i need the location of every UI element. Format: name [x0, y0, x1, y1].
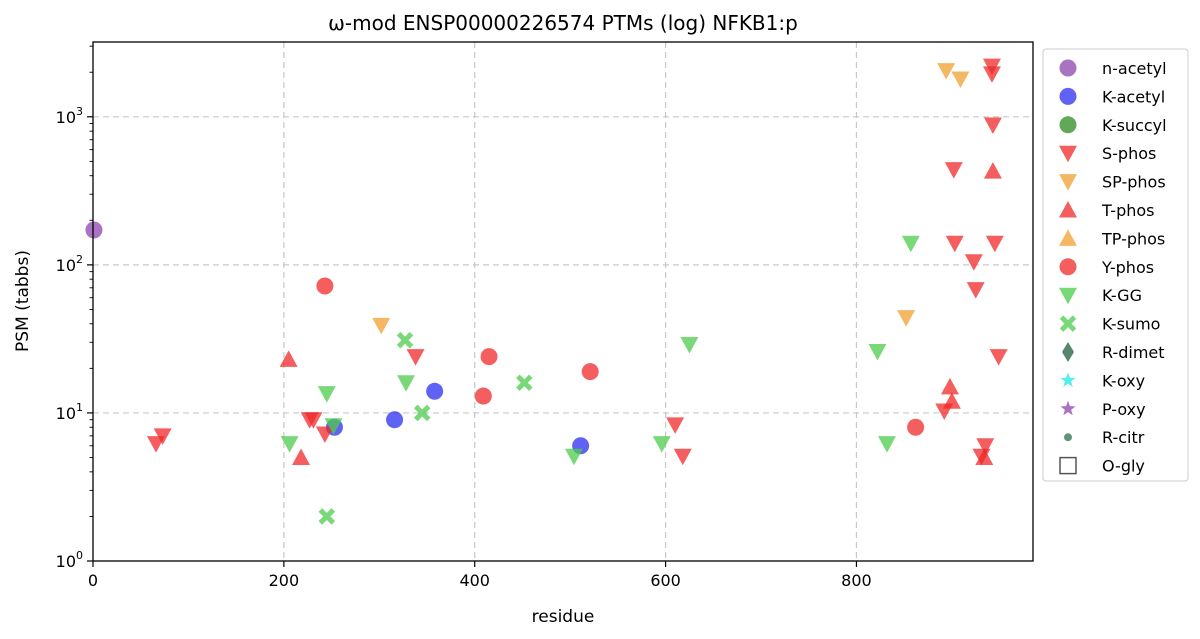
point-Y-phos: [480, 348, 498, 366]
legend-label-P-oxy: P-oxy: [1102, 400, 1146, 419]
y-tick-label: 101: [56, 401, 83, 423]
x-axis: 0 200 400 600 800: [88, 561, 872, 590]
legend-marker-TP-phos: [1059, 229, 1077, 246]
point-SP-phos: [372, 317, 391, 335]
point-n-acetyl: [85, 221, 103, 239]
point-S-phos: [966, 282, 985, 299]
legend-marker-O-gly: [1059, 456, 1077, 475]
point-Y-phos: [907, 418, 925, 436]
point-T-phos: [983, 162, 1002, 179]
point-S-phos: [985, 235, 1004, 253]
point-S-phos: [315, 426, 334, 444]
legend-marker-K-GG: [1059, 287, 1077, 305]
legend-marker-R-citr: [1064, 433, 1072, 442]
point-SP-phos: [937, 63, 956, 80]
data-points: [85, 58, 1008, 525]
point-S-phos: [983, 117, 1002, 135]
plot-frame: [92, 41, 1034, 562]
point-K-GG: [317, 386, 336, 403]
point-K-GG: [397, 375, 416, 392]
legend-marker-T-phos: [1059, 201, 1077, 218]
legend-label-n-acetyl: n-acetyl: [1102, 59, 1167, 78]
y-axis-label: PSM (tabbs): [13, 250, 33, 352]
legend-label-R-citr: R-citr: [1102, 428, 1145, 447]
point-T-phos: [279, 350, 298, 367]
legend-label-O-gly: O-gly: [1102, 457, 1145, 476]
y-axis: 100 101 102 103: [56, 45, 93, 571]
x-tick-label: 600: [650, 571, 681, 590]
point-K-acetyl: [386, 411, 404, 429]
y-tick-label: 103: [56, 105, 83, 127]
point-K-GG: [564, 448, 583, 466]
legend-marker-K-oxy: [1060, 372, 1076, 387]
point-S-phos: [976, 438, 995, 455]
point-S-phos: [673, 448, 692, 466]
legend-label-S-phos: S-phos: [1102, 144, 1156, 163]
point-T-phos: [942, 392, 961, 409]
point-S-phos: [153, 428, 172, 445]
x-tick-label: 0: [88, 571, 98, 590]
point-K-GG: [324, 418, 343, 435]
point-S-phos: [989, 349, 1008, 366]
legend-label-K-succyl: K-succyl: [1102, 116, 1167, 135]
legend-label-Y-phos: Y-phos: [1101, 258, 1154, 277]
point-S-phos: [944, 162, 963, 179]
point-S-phos: [666, 417, 685, 434]
point-K-GG: [652, 436, 671, 453]
legend-box: [1042, 48, 1189, 482]
point-K-GG: [901, 235, 920, 253]
legend-marker-P-oxy: [1060, 400, 1076, 416]
point-S-phos: [982, 66, 1001, 83]
point-S-phos: [304, 412, 323, 429]
point-SP-phos: [897, 310, 916, 327]
point-SP-phos: [951, 71, 970, 88]
point-K-sumo: [318, 508, 336, 525]
y-tick-label: 100: [56, 549, 83, 571]
point-Y-phos: [581, 363, 599, 381]
legend-marker-K-succyl: [1059, 116, 1077, 134]
grid: [93, 42, 1033, 561]
point-S-phos: [406, 349, 425, 366]
y-tick-label: 102: [56, 253, 83, 275]
point-Y-phos: [316, 277, 334, 295]
legend-label-K-sumo: K-sumo: [1102, 315, 1160, 334]
legend-marker-Y-phos: [1059, 258, 1077, 276]
point-K-GG: [868, 343, 887, 361]
point-T-phos: [292, 448, 311, 466]
legend-marker-SP-phos: [1059, 174, 1077, 191]
legend-label-K-acetyl: K-acetyl: [1102, 87, 1165, 106]
legend-marker-K-acetyl: [1059, 87, 1077, 105]
legend-label-TP-phos: TP-phos: [1101, 229, 1165, 248]
x-tick-label: 400: [459, 571, 490, 590]
point-T-phos: [975, 448, 994, 466]
legend: n-acetyl K-acetyl K-succyl S-phos SP-phos T-p…: [1042, 48, 1189, 482]
legend-label-R-dimet: R-dimet: [1102, 343, 1165, 362]
legend-label-SP-phos: SP-phos: [1102, 173, 1166, 192]
legend-marker-K-sumo: [1059, 315, 1077, 332]
legend-marker-R-dimet: [1062, 342, 1074, 362]
point-K-GG: [877, 436, 896, 453]
legend-marker-n-acetyl: [1059, 59, 1077, 77]
point-K-sumo: [516, 374, 533, 391]
point-K-acetyl: [426, 382, 444, 400]
point-K-GG: [280, 436, 299, 453]
legend-label-K-oxy: K-oxy: [1102, 371, 1145, 390]
point-K-sumo: [396, 331, 414, 349]
point-S-phos: [964, 254, 983, 271]
point-S-phos: [945, 235, 964, 253]
legend-label-T-phos: T-phos: [1101, 201, 1155, 220]
chart-title: ω-mod ENSP00000226574 PTMs (log) NFKB1:p: [328, 11, 798, 35]
point-Y-phos: [474, 387, 492, 405]
point-T-phos: [940, 377, 959, 395]
x-tick-label: 200: [269, 571, 300, 590]
x-axis-label: residue: [532, 607, 595, 627]
x-tick-label: 800: [841, 571, 872, 590]
point-K-GG: [680, 336, 699, 354]
point-K-sumo: [413, 404, 431, 422]
legend-marker-S-phos: [1059, 145, 1077, 163]
legend-label-K-GG: K-GG: [1102, 286, 1142, 305]
